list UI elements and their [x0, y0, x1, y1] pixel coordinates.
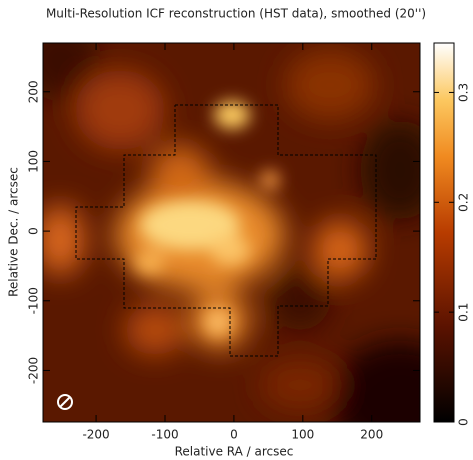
y-tick-label: 0	[27, 227, 41, 235]
x-tick-label: 0	[230, 428, 238, 442]
colorbar-tick-label: 0	[457, 418, 471, 426]
y-tick-label: -200	[27, 357, 41, 384]
y-axis-label: Relative Dec. / arcsec	[7, 167, 21, 297]
x-tick-label: -200	[82, 428, 109, 442]
x-tick-label: -100	[151, 428, 178, 442]
colorbar-tick-label: 0.2	[457, 193, 471, 212]
plot-frame	[42, 42, 421, 423]
y-tick-label: -100	[27, 287, 41, 314]
colorbar-tick-label: 0.1	[457, 303, 471, 322]
heatmap	[43, 43, 420, 422]
x-tick-label: 100	[291, 428, 314, 442]
x-tick-label: 200	[360, 428, 383, 442]
chart-title: Multi-Resolution ICF reconstruction (HST…	[46, 7, 426, 21]
colorbar-tick-label: 0.3	[457, 83, 471, 102]
y-tick-label: 100	[27, 150, 41, 173]
colorbar	[433, 42, 455, 423]
y-tick-label: 200	[27, 80, 41, 103]
x-axis-label: Relative RA / arcsec	[175, 445, 294, 459]
